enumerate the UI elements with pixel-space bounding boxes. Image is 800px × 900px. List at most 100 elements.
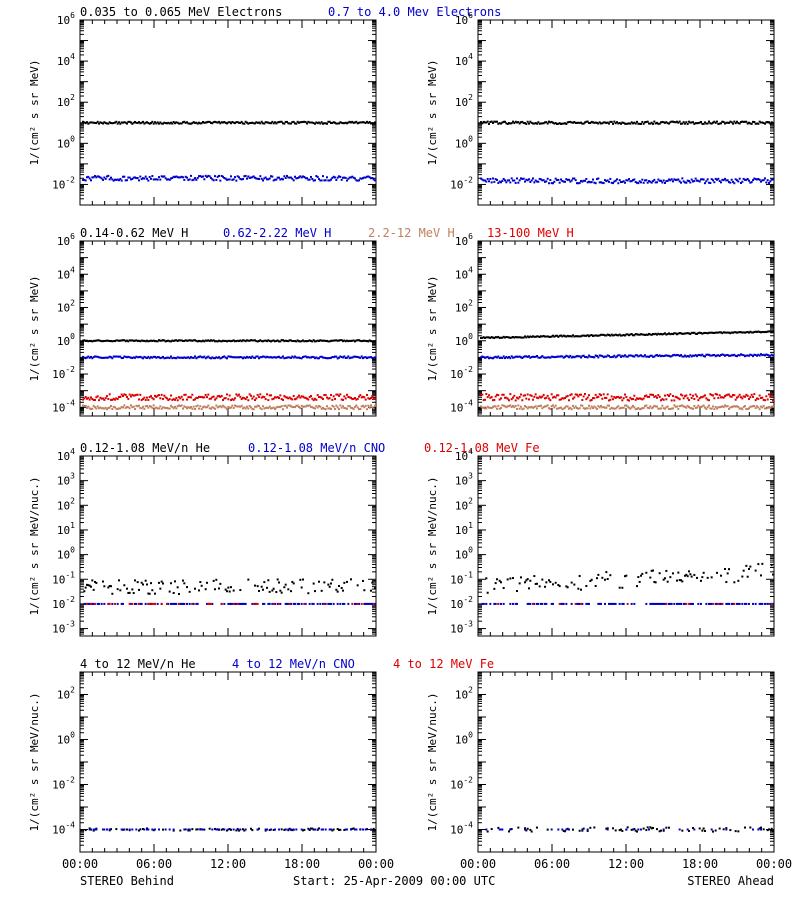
data-point [756,397,758,400]
data-point [263,177,266,180]
data-point [83,404,86,407]
data-point [596,577,598,580]
data-point [354,828,356,831]
data-point [90,339,92,342]
data-point [626,398,629,401]
data-point [116,602,119,605]
data-point [198,407,200,410]
data-point [668,395,670,398]
data-point [199,340,202,343]
data-point [486,177,489,180]
data-point [714,177,717,180]
data-point [88,177,91,180]
data-point [749,565,752,568]
data-point [262,602,264,605]
data-point [764,122,766,125]
data-point [203,121,206,124]
data-point [260,120,263,123]
data-point [239,121,242,124]
data-point [162,122,164,125]
data-point [298,602,300,605]
data-point [644,179,646,182]
data-point [87,355,90,358]
data-point [521,357,524,360]
data-point [693,573,696,576]
data-point [644,405,646,408]
data-point [283,175,286,178]
data-point [494,602,497,605]
data-point [171,405,174,408]
data-point [593,356,596,359]
data-point [512,602,514,605]
data-point [362,395,364,398]
data-point [366,394,368,397]
data-point [534,335,537,338]
data-point [274,602,276,605]
data-point [624,181,626,184]
data-point [110,398,112,401]
data-point [500,122,502,125]
data-point [202,120,204,123]
data-point [534,405,537,408]
data-point [621,586,624,589]
data-point [605,180,608,183]
data-point [247,175,250,178]
data-point [218,405,220,408]
data-point [330,602,332,605]
data-point [272,179,275,182]
data-point [716,407,718,410]
data-point [218,339,220,342]
data-point [665,121,668,124]
data-point [645,179,648,182]
plot-frame [79,455,377,637]
data-point [525,397,528,400]
data-point [606,333,609,336]
data-point [501,404,504,407]
data-point [138,404,140,407]
data-point [300,404,303,407]
data-point [299,121,302,124]
data-point [91,121,94,124]
data-point [359,828,362,831]
data-point [87,405,90,408]
data-point [119,395,122,398]
data-point [155,122,158,125]
data-point [713,397,716,400]
data-point [315,340,318,343]
data-point [640,122,642,125]
data-point [342,122,344,125]
data-point [346,179,348,182]
data-point [612,355,614,358]
data-point [256,121,259,124]
data-point [371,581,374,584]
data-point [247,122,250,125]
data-point [500,181,502,184]
data-point [506,122,509,125]
data-point [496,356,498,359]
data-point [650,121,653,124]
data-point [676,396,678,399]
data-point [553,356,556,359]
data-point [542,334,545,337]
data-point [564,122,566,125]
data-point [148,357,151,360]
data-point [772,602,774,605]
data-point [287,602,290,605]
data-point [251,397,254,400]
data-point [772,122,774,125]
data-point [211,406,214,409]
data-point [649,333,652,336]
data-point [481,122,484,125]
data-point [219,357,222,360]
legend-entry: 0.7 to 4.0 Mev Electrons [328,5,501,19]
data-point [682,405,685,408]
data-point [111,357,114,360]
data-point [729,181,732,184]
data-point [287,176,290,179]
data-point [200,175,203,178]
data-point [580,121,582,124]
y-tick-label: 10-1 [450,570,473,586]
data-point [215,179,218,182]
data-point [761,396,764,399]
data-point [242,339,244,342]
